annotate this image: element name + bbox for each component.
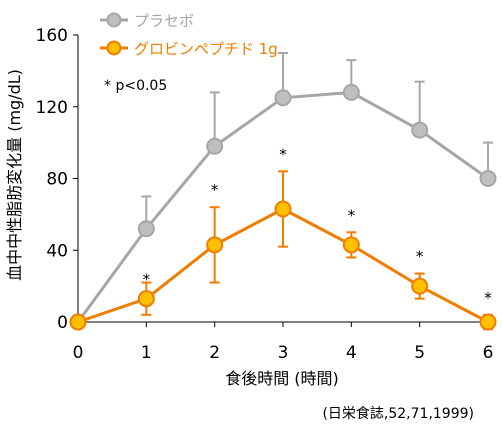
significance-note: * p<0.05: [104, 78, 167, 94]
citation: (日栄食誌,52,71,1999): [322, 405, 474, 422]
y-tick-label: 120: [36, 98, 68, 118]
labels-layer: 0 40 80 120 160 0 1 2 3 4 5 6 * * * * * *: [36, 26, 494, 363]
significance-mark: *: [348, 206, 356, 224]
x-tick-label: 1: [141, 343, 152, 363]
legend-item-placebo: プラセボ: [100, 12, 194, 30]
data-point: [69, 313, 87, 331]
y-tick-label: 0: [57, 313, 68, 333]
data-point: [206, 137, 224, 155]
data-point: [274, 200, 292, 218]
legend-item-globin: グロビンペプチド 1g: [100, 40, 278, 58]
y-tick-label: 80: [46, 170, 68, 190]
data-point: [411, 277, 429, 295]
data-point: [137, 290, 155, 308]
legend-label-placebo: プラセボ: [134, 12, 194, 30]
legend-marker-globin: [106, 40, 122, 56]
legend-marker-placebo: [106, 12, 122, 28]
x-tick-label: 6: [483, 343, 494, 363]
x-axis-title: 食後時間 (時間): [225, 369, 339, 388]
data-point: [206, 236, 224, 254]
series-placebo: [69, 51, 497, 331]
significance-mark: *: [484, 289, 492, 307]
data-point: [342, 83, 360, 101]
legend-label-globin: グロビンペプチド 1g: [134, 40, 278, 58]
significance-mark: *: [279, 145, 287, 163]
significance-mark: *: [416, 248, 424, 266]
data-point: [479, 313, 497, 331]
data-point: [342, 236, 360, 254]
x-tick-label: 5: [414, 343, 425, 363]
x-tick-label: 3: [278, 343, 289, 363]
data-point: [411, 121, 429, 139]
series-layer: [69, 51, 497, 331]
data-point: [274, 89, 292, 107]
x-tick-label: 0: [73, 343, 84, 363]
x-tick-label: 2: [209, 343, 220, 363]
y-axis-title: 血中中性脂肪変化量 (mg/dL): [5, 69, 24, 281]
legend: プラセボ グロビンペプチド 1g: [100, 12, 278, 58]
x-tick-label: 4: [346, 343, 357, 363]
data-point: [479, 170, 497, 187]
significance-mark: *: [143, 271, 151, 289]
series-globin: [69, 170, 497, 331]
data-point: [137, 220, 155, 238]
significance-mark: *: [211, 181, 219, 199]
y-tick-label: 160: [36, 26, 68, 46]
y-tick-label: 40: [46, 241, 68, 261]
